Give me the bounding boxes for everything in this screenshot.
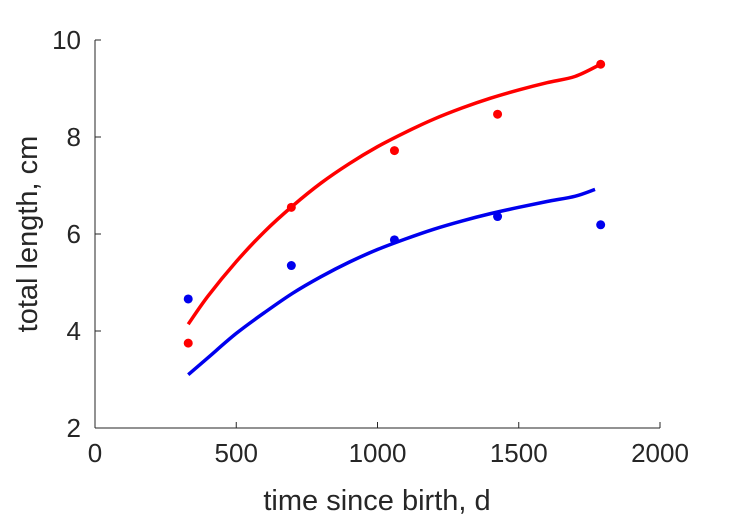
fit-curve-0	[186, 62, 602, 326]
axes	[94, 39, 661, 429]
x-tick-label: 2000	[631, 438, 689, 468]
x-tick-label: 0	[88, 438, 102, 468]
y-tick-labels: 2 4 6 8 10	[52, 25, 81, 443]
x-axis-label: time since birth, d	[263, 485, 490, 517]
data-point-0	[596, 59, 606, 69]
data-point-1	[389, 235, 399, 245]
data-point-0	[286, 202, 296, 212]
fit-curve-1	[187, 187, 596, 376]
data-points	[183, 59, 606, 348]
data-point-0	[183, 338, 193, 348]
x-tick-label: 500	[215, 438, 258, 468]
data-point-1	[596, 220, 606, 230]
y-tick-label: 8	[67, 122, 81, 152]
x-tick-label: 1500	[490, 438, 548, 468]
data-point-0	[493, 109, 503, 119]
y-tick-label: 4	[67, 316, 81, 346]
y-tick-label: 6	[67, 219, 81, 249]
data-point-1	[493, 212, 503, 222]
y-axis-label: total length, cm	[12, 136, 44, 333]
data-point-0	[389, 146, 399, 156]
data-point-1	[183, 294, 193, 304]
x-tick-label: 1000	[349, 438, 407, 468]
y-tick-label: 10	[52, 25, 81, 55]
data-point-1	[286, 261, 296, 271]
fit-curves	[186, 62, 602, 376]
x-tick-labels: 0 500 1000 1500 2000	[88, 438, 689, 468]
y-tick-label: 2	[67, 413, 81, 443]
